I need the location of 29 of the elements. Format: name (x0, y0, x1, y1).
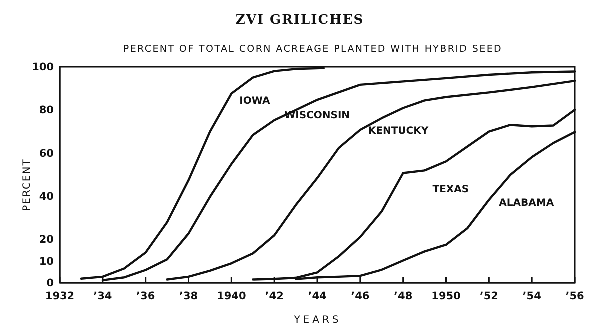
y-tick-label: 60 (39, 148, 54, 160)
x-tick-label: ’52 (480, 290, 498, 302)
x-tick-label: ’54 (522, 290, 542, 302)
y-tick-label: 0 (46, 277, 54, 290)
x-tick-label: ’46 (351, 290, 370, 302)
y-tick-label: 40 (39, 190, 54, 203)
y-tick-label: 20 (39, 234, 54, 246)
x-tick-label: ’38 (179, 290, 198, 302)
x-tick-label: ’56 (566, 290, 584, 302)
y-tick-label: 100 (32, 61, 54, 74)
x-tick-label: 1940 (217, 290, 246, 302)
x-tick-label: ’34 (94, 290, 112, 302)
y-tick-label: 80 (39, 104, 54, 117)
series-label: WISCONSIN (284, 110, 350, 122)
x-tick-label: 1932 (45, 290, 75, 302)
y-tick-label: 10 (39, 256, 54, 268)
chart-title: ZVI GRILICHES (236, 13, 364, 28)
x-axis-title: YEARS (293, 315, 342, 326)
x-tick-label: 1950 (432, 290, 461, 302)
x-tick-label: ’44 (308, 290, 327, 302)
series-label: KENTUCKY (368, 126, 430, 138)
x-tick-label: ’48 (394, 290, 413, 302)
series-label: ALABAMA (499, 198, 554, 210)
series-label: IOWA (240, 96, 270, 107)
chart-subtitle: PERCENT OF TOTAL CORN ACREAGE PLANTED WITH HYBRID SEED (123, 44, 503, 55)
series-label: TEXAS (432, 184, 470, 196)
y-axis-title: PERCENT (22, 158, 33, 212)
x-tick-label: ’36 (136, 290, 156, 302)
x-tick-label: ’42 (265, 290, 284, 302)
